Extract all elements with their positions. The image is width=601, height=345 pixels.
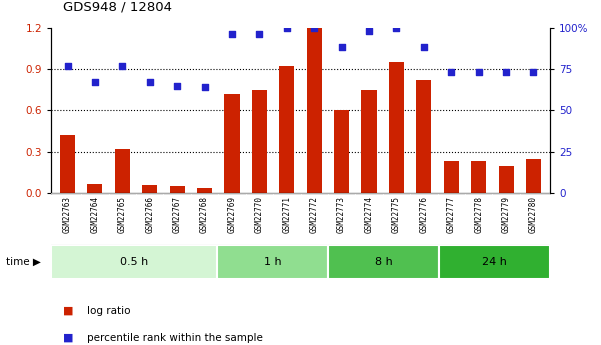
Bar (115, 149, 130, 193)
Point (392, 25, 401, 30)
Point (145, 79, 154, 85)
Bar (307, 28, 322, 193)
Text: GSM22774: GSM22774 (365, 196, 373, 233)
Point (172, 83, 182, 88)
Bar (526, 159, 541, 193)
Bar (60, 135, 75, 193)
Point (282, 25, 291, 30)
Text: 1 h: 1 h (264, 257, 282, 267)
Text: GSM22768: GSM22768 (200, 196, 209, 233)
Bar (444, 161, 459, 193)
Text: GSM22777: GSM22777 (447, 196, 456, 233)
Text: time ▶: time ▶ (6, 257, 41, 267)
Text: GSM22778: GSM22778 (474, 196, 483, 233)
Text: 0.5 h: 0.5 h (120, 257, 148, 267)
Text: GSM22771: GSM22771 (282, 196, 291, 233)
Text: GSM22779: GSM22779 (502, 196, 511, 233)
Text: log ratio: log ratio (87, 306, 130, 315)
Bar (252, 90, 267, 193)
Point (63, 63, 72, 68)
Text: GSM22780: GSM22780 (529, 196, 538, 233)
Bar (169, 186, 185, 193)
Text: ■: ■ (63, 306, 73, 315)
Point (118, 63, 127, 68)
Text: GSM22773: GSM22773 (337, 196, 346, 233)
Bar (279, 66, 294, 193)
Bar (197, 188, 212, 193)
Text: GDS948 / 12804: GDS948 / 12804 (63, 1, 172, 14)
Bar (224, 94, 240, 193)
Bar (142, 185, 157, 193)
Text: 24 h: 24 h (482, 257, 507, 267)
Point (200, 85, 209, 90)
Text: percentile rank within the sample: percentile rank within the sample (87, 333, 263, 343)
Bar (328, 245, 439, 279)
Point (419, 45, 429, 50)
Point (337, 45, 346, 50)
Bar (87, 184, 103, 193)
Text: GSM22776: GSM22776 (419, 196, 429, 233)
Text: 8 h: 8 h (375, 257, 392, 267)
Bar (439, 245, 550, 279)
Bar (498, 166, 514, 193)
Bar (389, 62, 404, 193)
Text: ■: ■ (63, 333, 73, 343)
Point (310, 25, 319, 30)
Text: GSM22765: GSM22765 (118, 196, 127, 233)
Bar (361, 90, 377, 193)
Text: GSM22766: GSM22766 (145, 196, 154, 233)
Point (447, 70, 456, 75)
Point (501, 70, 511, 75)
Point (529, 70, 538, 75)
Bar (334, 110, 349, 193)
Text: GSM22764: GSM22764 (90, 196, 99, 233)
Text: GSM22767: GSM22767 (172, 196, 182, 233)
Text: GSM22772: GSM22772 (310, 196, 319, 233)
Point (474, 70, 483, 75)
Bar (51, 245, 218, 279)
Text: GSM22770: GSM22770 (255, 196, 264, 233)
Bar (218, 245, 328, 279)
Point (255, 31, 264, 37)
Text: GSM22763: GSM22763 (63, 196, 72, 233)
Text: GSM22775: GSM22775 (392, 196, 401, 233)
Point (90, 79, 100, 85)
Text: GSM22769: GSM22769 (228, 196, 236, 233)
Point (364, 28, 374, 34)
Point (227, 31, 237, 37)
Bar (416, 80, 432, 193)
Bar (471, 161, 486, 193)
